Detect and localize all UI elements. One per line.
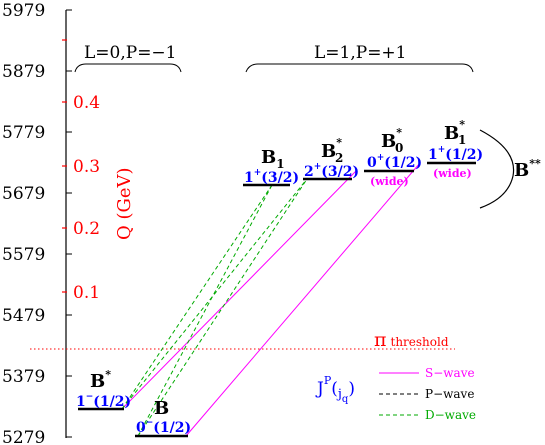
mass-tick-label: 5879: [2, 62, 45, 82]
left-group-brace: [74, 63, 182, 73]
d-wave-transitions: [121, 178, 308, 437]
legend-label-s-wave: S−wave: [425, 366, 475, 380]
bss-label: B**: [514, 157, 541, 181]
legend-label-p-wave: P−wave: [425, 387, 474, 401]
state-b-jp: 0−(1/2): [136, 418, 191, 436]
right-group-brace: [245, 63, 474, 73]
state-b0star-jp: 0+(1/2): [367, 153, 422, 171]
state-b1star-name: B* 1: [444, 118, 466, 147]
mass-tick-label: 5779: [2, 123, 45, 143]
right-group-label: L=1,P=+1: [314, 43, 407, 63]
state-b1-name: B1: [261, 147, 285, 171]
mass-tick-label: 5579: [2, 245, 45, 265]
pi-threshold-label: π threshold: [374, 329, 449, 351]
state-b2star-name: B* 2: [321, 136, 343, 165]
left-group-label: L=0,P=−1: [84, 43, 177, 63]
q-tick-label: 0.2: [73, 219, 100, 239]
state-b1star-note: (wide): [433, 167, 472, 180]
s-wave-transitions: [121, 162, 421, 437]
mass-tick-label: 5979: [2, 1, 45, 21]
q-ticks: [62, 39, 67, 293]
jp-jq-label: JP(jq): [315, 374, 355, 405]
state-b0star-name: B* 0: [381, 126, 403, 155]
q-tick-label: 0.1: [73, 283, 100, 303]
legend-label-d-wave: D−wave: [425, 408, 476, 422]
q-tick-label: 0.3: [73, 157, 100, 177]
q-tick-label: 0.4: [73, 93, 100, 113]
state-b-name: B: [154, 398, 169, 419]
state-b1-jp: 1+(3/2): [244, 168, 299, 186]
state-bstar-name: B*: [90, 368, 111, 392]
mass-tick-label: 5279: [2, 428, 45, 445]
mass-tick-label: 5479: [2, 306, 45, 326]
state-b2star-jp: 2+(3/2): [304, 162, 359, 180]
state-b0star-note: (wide): [370, 175, 409, 188]
state-b1star-jp: 1+(1/2): [428, 145, 483, 163]
bss-arc: [479, 129, 515, 209]
mass-tick-label: 5379: [2, 367, 45, 387]
legend: S−wave P−wave D−wave: [379, 366, 476, 422]
mass-ticks: [66, 9, 72, 438]
state-bstar-jp: 1−(1/2): [76, 392, 131, 410]
q-axis-label: Q (GeV): [114, 167, 135, 240]
mass-tick-label: 5679: [2, 184, 45, 204]
